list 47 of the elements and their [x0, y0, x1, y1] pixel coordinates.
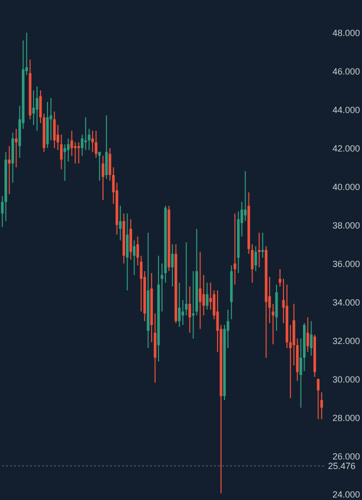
candlestick — [77, 142, 80, 164]
y-tick-label: 46.000 — [332, 66, 360, 77]
candlestick — [126, 212, 129, 291]
candlestick — [8, 146, 11, 195]
y-tick-label: 32.000 — [332, 336, 360, 346]
candlestick — [64, 144, 66, 182]
candlestick — [36, 86, 38, 132]
candlestick — [84, 116, 87, 150]
y-tick-label: 24.000 — [332, 490, 360, 500]
candlestick — [261, 232, 264, 258]
candlestick — [198, 251, 202, 330]
candlestick — [119, 205, 122, 241]
candlestick — [306, 316, 310, 352]
candlestick — [182, 300, 184, 326]
candlestick — [102, 155, 104, 200]
candlestick — [129, 218, 132, 260]
candlestick — [258, 232, 260, 268]
y-tick-label: 42.000 — [332, 144, 360, 154]
candlestick — [178, 282, 181, 328]
y-tick-label: 28.000 — [332, 412, 360, 423]
y-tick-label: 44.000 — [332, 105, 360, 116]
candlestick — [254, 246, 258, 272]
y-tick-label: 30.000 — [332, 374, 360, 384]
y-tick-label: 48.000 — [332, 28, 360, 38]
y-tick-label: 36.000 — [332, 258, 360, 269]
candlestick — [234, 212, 236, 286]
candlestick — [171, 244, 174, 288]
candlestick — [310, 320, 313, 356]
candlestick — [14, 128, 18, 168]
candlestick — [316, 378, 320, 420]
candlestick — [53, 111, 56, 149]
candlestick — [188, 286, 192, 334]
ref-line-label: 25.476 — [328, 460, 356, 471]
candlestick — [74, 142, 77, 164]
y-tick-label: 34.000 — [332, 297, 360, 308]
candlestick — [88, 128, 90, 150]
candlestick — [94, 130, 98, 158]
candlestick — [98, 151, 101, 182]
candlestick — [132, 240, 136, 276]
candlestick — [206, 282, 208, 310]
y-tick-label: 38.000 — [332, 220, 360, 230]
candlestick — [320, 392, 323, 420]
candlestick — [105, 114, 108, 180]
y-tick-label: 40.000 — [332, 182, 360, 192]
y-tick-label: 26.000 — [332, 451, 360, 462]
candlestick — [202, 274, 205, 316]
candlestick — [244, 170, 247, 222]
